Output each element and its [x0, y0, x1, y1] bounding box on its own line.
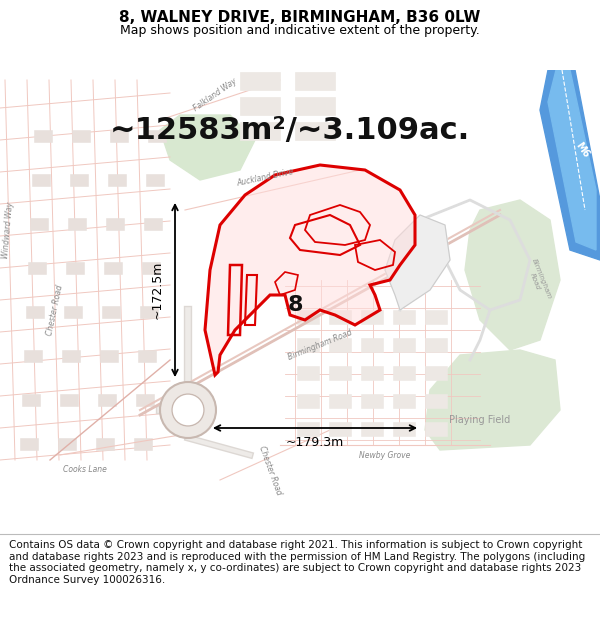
Bar: [110, 130, 128, 142]
Bar: [329, 394, 351, 408]
Bar: [68, 218, 86, 230]
Text: Playing Field: Playing Field: [449, 415, 511, 425]
Bar: [295, 97, 335, 115]
Bar: [329, 338, 351, 352]
Bar: [425, 422, 447, 436]
Bar: [96, 438, 114, 450]
Circle shape: [160, 382, 216, 438]
Bar: [60, 394, 78, 406]
Bar: [134, 438, 152, 450]
Text: ~172.5m: ~172.5m: [151, 261, 163, 319]
Bar: [106, 218, 124, 230]
Polygon shape: [205, 165, 415, 375]
Bar: [102, 306, 120, 318]
Polygon shape: [465, 200, 560, 350]
Bar: [361, 366, 383, 380]
Bar: [425, 394, 447, 408]
Bar: [32, 174, 50, 186]
Bar: [295, 72, 335, 90]
Text: 8, WALNEY DRIVE, BIRMINGHAM, B36 0LW: 8, WALNEY DRIVE, BIRMINGHAM, B36 0LW: [119, 11, 481, 26]
Text: 8: 8: [287, 295, 303, 315]
Bar: [393, 366, 415, 380]
Bar: [393, 394, 415, 408]
Text: ~179.3m: ~179.3m: [286, 436, 344, 449]
Polygon shape: [385, 215, 450, 310]
Bar: [34, 130, 52, 142]
Bar: [146, 174, 164, 186]
Bar: [58, 438, 76, 450]
Bar: [24, 350, 42, 362]
Text: Windward Way: Windward Way: [1, 201, 15, 259]
Bar: [297, 338, 319, 352]
Text: M6: M6: [573, 141, 591, 159]
Text: Auckland Drive: Auckland Drive: [236, 168, 295, 188]
Bar: [329, 422, 351, 436]
Bar: [393, 338, 415, 352]
Bar: [22, 394, 40, 406]
Bar: [138, 350, 156, 362]
Bar: [20, 438, 38, 450]
Text: Cooks Lane: Cooks Lane: [63, 466, 107, 474]
Text: Chester Road: Chester Road: [257, 444, 283, 496]
Bar: [329, 366, 351, 380]
Bar: [28, 262, 46, 274]
Bar: [425, 366, 447, 380]
Bar: [136, 394, 154, 406]
Bar: [329, 310, 351, 324]
Bar: [108, 174, 126, 186]
Bar: [297, 394, 319, 408]
Bar: [361, 394, 383, 408]
Bar: [140, 306, 158, 318]
Text: Falkland Way: Falkland Way: [191, 77, 238, 113]
Bar: [66, 262, 84, 274]
Bar: [297, 422, 319, 436]
Bar: [144, 218, 162, 230]
Bar: [240, 122, 280, 140]
Bar: [104, 262, 122, 274]
Polygon shape: [540, 70, 600, 260]
Text: Contains OS data © Crown copyright and database right 2021. This information is : Contains OS data © Crown copyright and d…: [9, 540, 585, 585]
Polygon shape: [548, 70, 596, 250]
Text: Chester Road: Chester Road: [45, 284, 65, 336]
Bar: [297, 366, 319, 380]
Text: Newby Grove: Newby Grove: [359, 451, 410, 459]
Bar: [100, 350, 118, 362]
Bar: [142, 262, 160, 274]
Bar: [361, 338, 383, 352]
Bar: [425, 338, 447, 352]
Bar: [240, 72, 280, 90]
Bar: [26, 306, 44, 318]
Bar: [148, 130, 166, 142]
Text: Map shows position and indicative extent of the property.: Map shows position and indicative extent…: [120, 24, 480, 37]
Bar: [361, 310, 383, 324]
Bar: [393, 422, 415, 436]
Circle shape: [172, 394, 204, 426]
Bar: [64, 306, 82, 318]
Bar: [98, 394, 116, 406]
Bar: [425, 310, 447, 324]
Polygon shape: [160, 115, 255, 180]
Bar: [240, 97, 280, 115]
Text: Birmingham
Road: Birmingham Road: [524, 258, 552, 302]
Text: Birmingham Road: Birmingham Road: [287, 328, 353, 362]
Bar: [361, 422, 383, 436]
Bar: [30, 218, 48, 230]
Bar: [295, 122, 335, 140]
Text: ~12583m²/~3.109ac.: ~12583m²/~3.109ac.: [110, 116, 470, 144]
Bar: [393, 310, 415, 324]
Bar: [62, 350, 80, 362]
Polygon shape: [425, 350, 560, 450]
Bar: [297, 310, 319, 324]
Bar: [70, 174, 88, 186]
Bar: [72, 130, 90, 142]
